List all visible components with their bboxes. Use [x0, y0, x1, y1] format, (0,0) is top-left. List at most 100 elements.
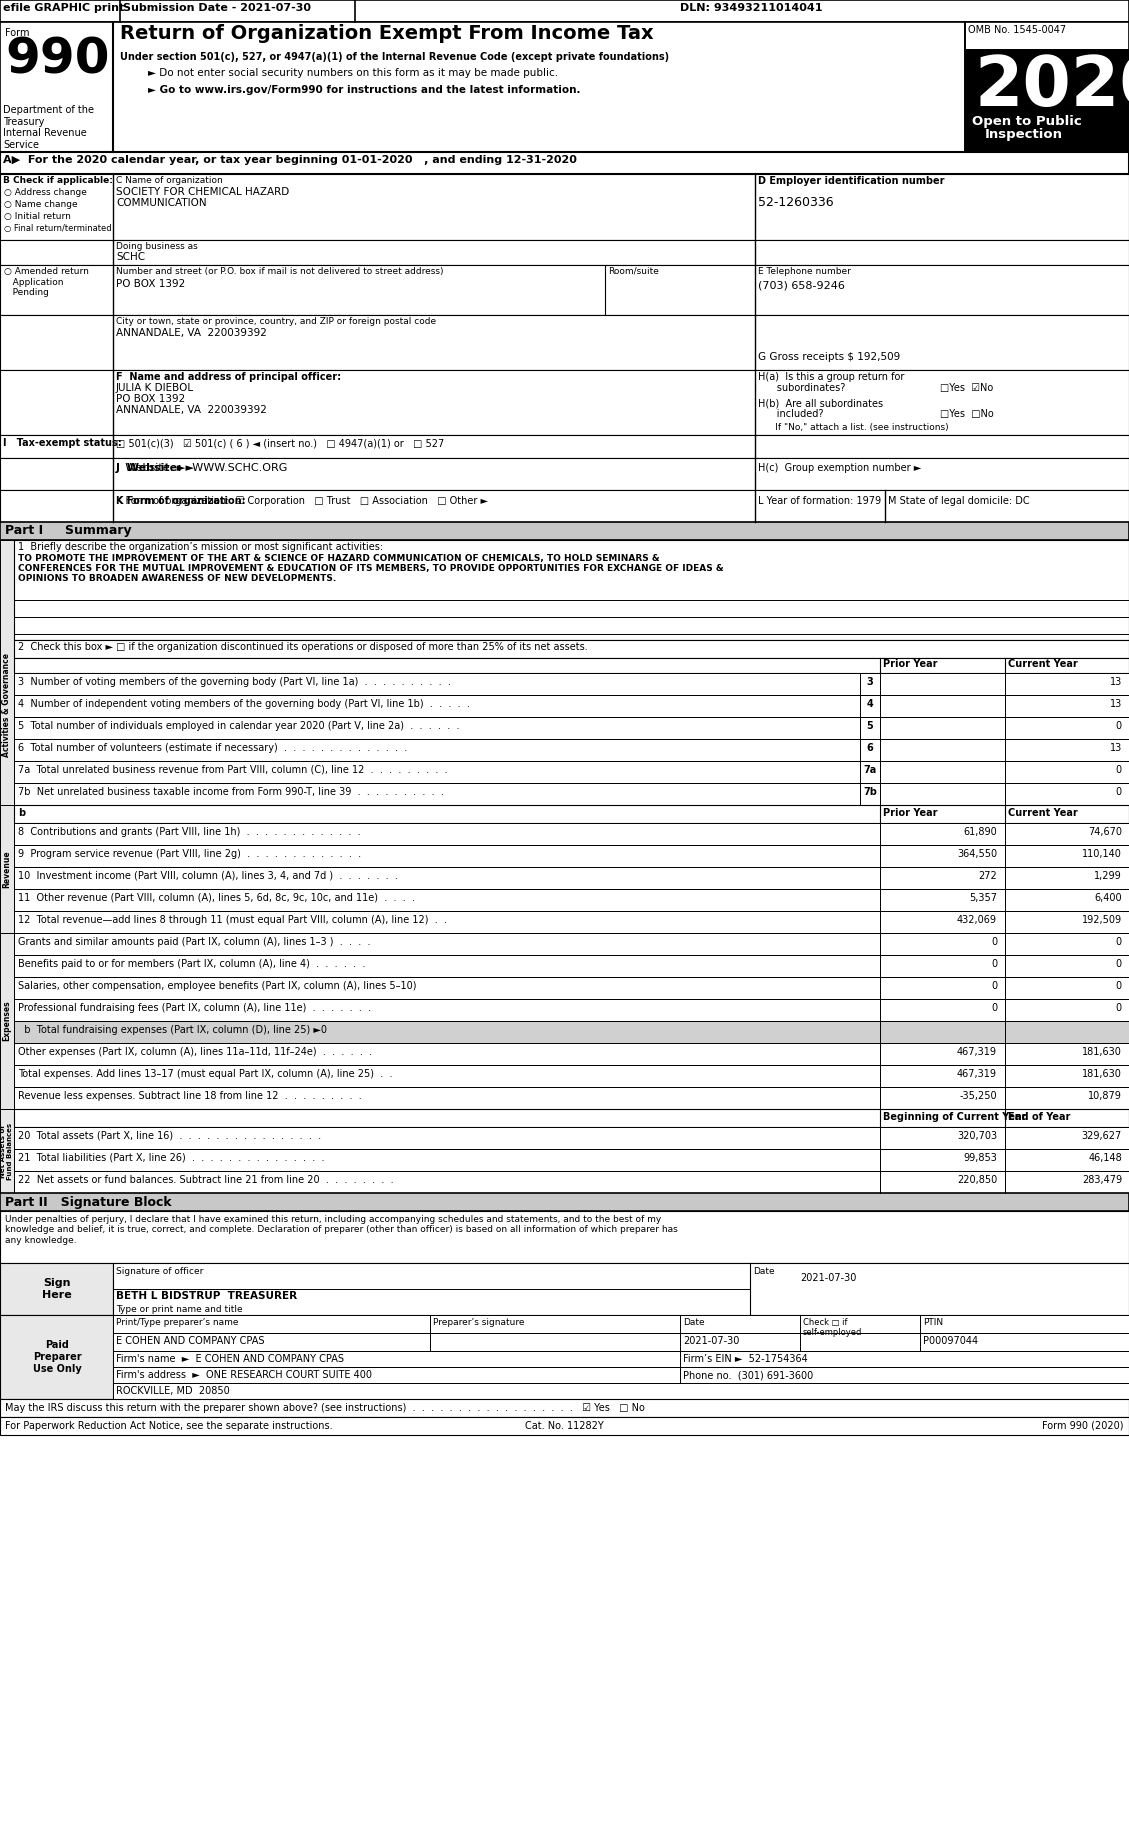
- Text: Part I     Summary: Part I Summary: [5, 524, 132, 537]
- Bar: [14, 822, 1129, 846]
- Text: Part II   Signature Block: Part II Signature Block: [5, 1197, 172, 1209]
- Text: 0: 0: [991, 1003, 997, 1012]
- Bar: [0, 152, 1129, 174]
- Text: Under section 501(c), 527, or 4947(a)(1) of the Internal Revenue Code (except pr: Under section 501(c), 527, or 4947(a)(1)…: [120, 51, 669, 62]
- Text: Sign
Here: Sign Here: [42, 1279, 72, 1299]
- Text: 467,319: 467,319: [957, 1047, 997, 1058]
- Text: ○ Name change: ○ Name change: [5, 199, 78, 208]
- Text: Revenue less expenses. Subtract line 18 from line 12  .  .  .  .  .  .  .  .  .: Revenue less expenses. Subtract line 18 …: [18, 1091, 361, 1102]
- Text: ANNANDALE, VA  220039392: ANNANDALE, VA 220039392: [116, 329, 266, 338]
- Text: 181,630: 181,630: [1082, 1047, 1122, 1058]
- Text: SCHC: SCHC: [116, 252, 146, 261]
- Text: May the IRS discuss this return with the preparer shown above? (see instructions: May the IRS discuss this return with the…: [5, 1403, 645, 1412]
- Text: 10  Investment income (Part VIII, column (A), lines 3, 4, and 7d )  .  .  .  .  : 10 Investment income (Part VIII, column …: [18, 871, 397, 881]
- Text: 10,879: 10,879: [1088, 1091, 1122, 1102]
- Bar: [14, 999, 1129, 1021]
- Bar: [14, 1065, 1129, 1087]
- Bar: [113, 1315, 1129, 1334]
- Text: subordinates?: subordinates?: [758, 384, 846, 393]
- Text: 283,479: 283,479: [1082, 1175, 1122, 1186]
- Text: ○ Final return/terminated: ○ Final return/terminated: [5, 225, 112, 234]
- Bar: [14, 1021, 1129, 1043]
- Text: 22  Net assets or fund balances. Subtract line 21 from line 20  .  .  .  .  .  .: 22 Net assets or fund balances. Subtract…: [18, 1175, 394, 1186]
- Text: b  Total fundraising expenses (Part IX, column (D), line 25) ►0: b Total fundraising expenses (Part IX, c…: [18, 1025, 327, 1036]
- Text: G Gross receipts $ 192,509: G Gross receipts $ 192,509: [758, 353, 900, 362]
- Text: 0: 0: [1115, 937, 1122, 946]
- Text: H(a)  Is this a group return for: H(a) Is this a group return for: [758, 373, 904, 382]
- Text: Type or print name and title: Type or print name and title: [116, 1304, 243, 1314]
- Text: Salaries, other compensation, employee benefits (Part IX, column (A), lines 5–10: Salaries, other compensation, employee b…: [18, 981, 417, 990]
- Text: 7b  Net unrelated business taxable income from Form 990-T, line 39  .  .  .  .  : 7b Net unrelated business taxable income…: [18, 787, 444, 797]
- Text: 13: 13: [1110, 678, 1122, 687]
- Bar: [0, 1211, 1129, 1262]
- Text: Benefits paid to or for members (Part IX, column (A), line 4)  .  .  .  .  .  .: Benefits paid to or for members (Part IX…: [18, 959, 366, 968]
- Bar: [113, 1383, 1129, 1399]
- Text: 0: 0: [1115, 981, 1122, 990]
- Bar: [14, 1087, 1129, 1109]
- Bar: [14, 846, 1129, 868]
- Text: Firm’s EIN ►  52-1754364: Firm’s EIN ► 52-1754364: [683, 1354, 807, 1365]
- Text: I   Tax-exempt status:: I Tax-exempt status:: [3, 438, 122, 448]
- Text: included?: included?: [758, 409, 823, 418]
- Text: Firm's name  ►  E COHEN AND COMPANY CPAS: Firm's name ► E COHEN AND COMPANY CPAS: [116, 1354, 344, 1365]
- Text: Return of Organization Exempt From Income Tax: Return of Organization Exempt From Incom…: [120, 24, 654, 44]
- Bar: [0, 265, 1129, 314]
- Bar: [0, 22, 1129, 152]
- Text: efile GRAPHIC print: efile GRAPHIC print: [3, 4, 124, 13]
- Bar: [14, 639, 1129, 658]
- Bar: [14, 1171, 1129, 1193]
- Bar: [0, 1109, 14, 1193]
- Text: PO BOX 1392: PO BOX 1392: [116, 395, 185, 404]
- Text: 272: 272: [978, 871, 997, 881]
- Text: 9  Program service revenue (Part VIII, line 2g)  .  .  .  .  .  .  .  .  .  .  .: 9 Program service revenue (Part VIII, li…: [18, 850, 361, 859]
- Text: OPINIONS TO BROADEN AWARENESS OF NEW DEVELOPMENTS.: OPINIONS TO BROADEN AWARENESS OF NEW DEV…: [18, 574, 336, 583]
- Text: Under penalties of perjury, I declare that I have examined this return, includin: Under penalties of perjury, I declare th…: [5, 1215, 677, 1244]
- Text: 8  Contributions and grants (Part VIII, line 1h)  .  .  .  .  .  .  .  .  .  .  : 8 Contributions and grants (Part VIII, l…: [18, 828, 360, 837]
- Bar: [14, 694, 1129, 716]
- Bar: [14, 912, 1129, 934]
- Text: 12  Total revenue—add lines 8 through 11 (must equal Part VIII, column (A), line: 12 Total revenue—add lines 8 through 11 …: [18, 915, 447, 924]
- Text: Open to Public: Open to Public: [972, 115, 1082, 128]
- Text: Print/Type preparer’s name: Print/Type preparer’s name: [116, 1317, 238, 1326]
- Bar: [0, 1399, 1129, 1418]
- Text: 0: 0: [991, 959, 997, 968]
- Bar: [14, 806, 1129, 822]
- Text: ○ Amended return: ○ Amended return: [5, 267, 89, 276]
- Text: □Yes  □No: □Yes □No: [940, 409, 994, 418]
- Bar: [14, 1127, 1129, 1149]
- Text: 3  Number of voting members of the governing body (Part VI, line 1a)  .  .  .  .: 3 Number of voting members of the govern…: [18, 678, 450, 687]
- Text: L Year of formation: 1979: L Year of formation: 1979: [758, 495, 881, 506]
- Text: 99,853: 99,853: [963, 1153, 997, 1164]
- Text: A▶  For the 2020 calendar year, or tax year beginning 01-01-2020   , and ending : A▶ For the 2020 calendar year, or tax ye…: [3, 155, 577, 164]
- Text: 3: 3: [867, 678, 874, 687]
- Bar: [14, 934, 1129, 956]
- Text: 20  Total assets (Part X, line 16)  .  .  .  .  .  .  .  .  .  .  .  .  .  .  . : 20 Total assets (Part X, line 16) . . . …: [18, 1131, 321, 1142]
- Text: 7a  Total unrelated business revenue from Part VIII, column (C), line 12  .  .  : 7a Total unrelated business revenue from…: [18, 766, 447, 775]
- Text: COMMUNICATION: COMMUNICATION: [116, 197, 207, 208]
- Text: 7a: 7a: [864, 766, 876, 775]
- Text: 1  Briefly describe the organization’s mission or most significant activities:: 1 Briefly describe the organization’s mi…: [18, 543, 383, 552]
- Text: Inspection: Inspection: [984, 128, 1064, 141]
- Text: 0: 0: [1115, 787, 1122, 797]
- Text: H(b)  Are all subordinates: H(b) Are all subordinates: [758, 398, 883, 407]
- Text: K Form of organization:  ☑ Corporation   □ Trust   □ Association   □ Other ►: K Form of organization: ☑ Corporation □ …: [116, 495, 488, 506]
- Text: If "No," attach a list. (see instructions): If "No," attach a list. (see instruction…: [758, 424, 948, 431]
- Bar: [14, 1043, 1129, 1065]
- Text: C Name of organization: C Name of organization: [116, 175, 222, 185]
- Text: 46,148: 46,148: [1088, 1153, 1122, 1164]
- Text: Form: Form: [5, 27, 29, 38]
- Text: ○ Initial return: ○ Initial return: [5, 212, 71, 221]
- Text: F  Name and address of principal officer:: F Name and address of principal officer:: [116, 373, 341, 382]
- Text: TO PROMOTE THE IMPROVEMENT OF THE ART & SCIENCE OF HAZARD COMMUNICATION OF CHEMI: TO PROMOTE THE IMPROVEMENT OF THE ART & …: [18, 554, 659, 563]
- Text: CONFERENCES FOR THE MUTUAL IMPROVEMENT & EDUCATION OF ITS MEMBERS, TO PROVIDE OP: CONFERENCES FOR THE MUTUAL IMPROVEMENT &…: [18, 565, 724, 574]
- Bar: [0, 459, 1129, 490]
- Text: 21  Total liabilities (Part X, line 26)  .  .  .  .  .  .  .  .  .  .  .  .  .  : 21 Total liabilities (Part X, line 26) .…: [18, 1153, 324, 1164]
- Text: PTIN: PTIN: [924, 1317, 943, 1326]
- Text: E COHEN AND COMPANY CPAS: E COHEN AND COMPANY CPAS: [116, 1336, 264, 1346]
- Text: 61,890: 61,890: [963, 828, 997, 837]
- Text: 220,850: 220,850: [956, 1175, 997, 1186]
- Text: M State of legal domicile: DC: M State of legal domicile: DC: [889, 495, 1030, 506]
- Text: Activities & Governance: Activities & Governance: [2, 652, 11, 756]
- Text: DLN: 93493211014041: DLN: 93493211014041: [680, 4, 823, 13]
- Text: 13: 13: [1110, 700, 1122, 709]
